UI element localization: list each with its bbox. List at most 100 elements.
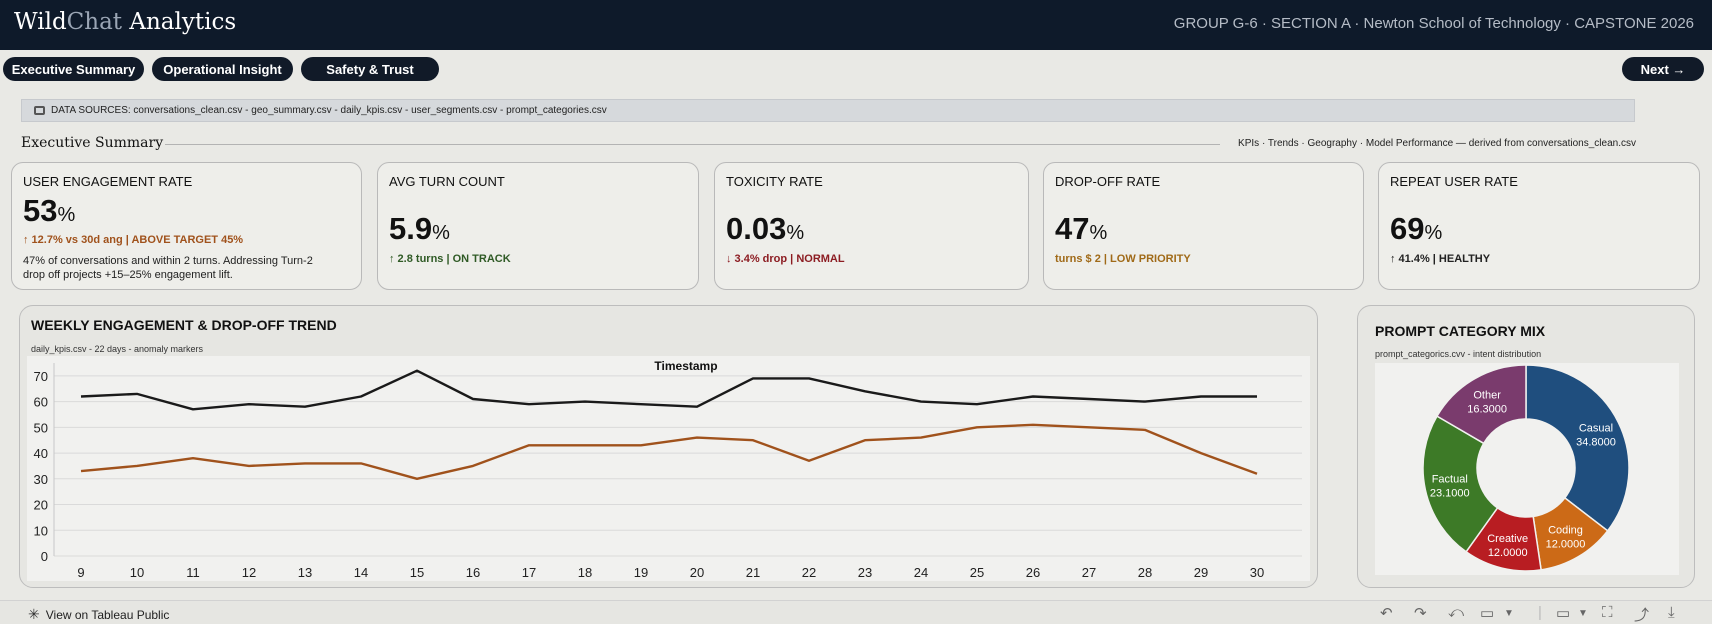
- x-tick-label: 9: [77, 565, 84, 580]
- kpi-description: 47% of conversations and within 2 turns.…: [23, 255, 313, 281]
- kpi-number: 69: [1390, 211, 1425, 246]
- y-tick-label: 50: [34, 420, 48, 435]
- slice-value: 16.3000: [1467, 403, 1507, 415]
- slice-value: 12.0000: [1488, 547, 1528, 559]
- pie-slice-factual: [1422, 415, 1499, 553]
- trend-panel-subtitle: daily_kpis.csv - 22 days - anomaly marke…: [31, 344, 204, 354]
- section-title: Executive Summary: [21, 135, 164, 151]
- tab-safety-trust[interactable]: Safety & Trust: [301, 57, 439, 81]
- x-tick-label: 28: [1138, 565, 1152, 580]
- slice-value: 12.0000: [1546, 538, 1586, 550]
- y-tick-label: 60: [34, 395, 48, 410]
- trend-plot-area: [27, 356, 1310, 581]
- y-tick-label: 20: [34, 498, 48, 513]
- kpi-unit: %: [57, 204, 76, 226]
- slice-value: 23.1000: [1430, 487, 1470, 499]
- slice-label: Other: [1473, 389, 1501, 401]
- kpi-number: 5.9: [389, 211, 433, 246]
- kpi-title: AVG TURN COUNT: [389, 174, 505, 189]
- revert-icon[interactable]: ⤺: [1448, 604, 1465, 621]
- trend-panel-title: WEEKLY ENGAGEMENT & DROP-OFF TREND: [31, 317, 337, 333]
- header-meta: GROUP G-6 · SECTION A · Newton School of…: [1173, 15, 1694, 32]
- footer-toolbar: ✳ View on Tableau Public ↶ ↷ ⤺ ▭ ▼ | ▭ ▼…: [0, 600, 1712, 624]
- y-tick-label: 70: [34, 369, 48, 384]
- kpi-value: 69%: [1390, 211, 1442, 247]
- category-panel-title: PROMPT CATEGORY MIX: [1375, 323, 1546, 339]
- x-tick-label: 10: [130, 565, 144, 580]
- present-dropdown-icon[interactable]: ▼: [1578, 608, 1588, 619]
- x-tick-label: 15: [410, 565, 424, 580]
- kpi-value: 0.03%: [726, 211, 804, 247]
- pause-icon[interactable]: ▭: [1480, 605, 1495, 622]
- kpi-card-toxicity-rate: TOXICITY RATE 0.03% ↓ 3.4% drop | NORMAL: [714, 162, 1029, 290]
- kpi-delta: ↓ 3.4% drop | NORMAL: [726, 253, 845, 265]
- x-tick-label: 30: [1250, 565, 1264, 580]
- kpi-unit: %: [786, 222, 805, 244]
- share-icon[interactable]: ⤴: [1634, 607, 1650, 624]
- pie-slice-casual: [1525, 364, 1630, 532]
- x-tick-label: 25: [970, 565, 984, 580]
- y-tick-label: 30: [34, 472, 48, 487]
- category-donut-chart: Casual 34.8000 Coding 12.0000 Creative 12.000…: [1422, 364, 1630, 572]
- kpi-title: TOXICITY RATE: [726, 174, 823, 189]
- database-icon: [34, 106, 45, 115]
- kpi-value: 53%: [23, 193, 75, 229]
- download-icon[interactable]: ⤓: [1668, 604, 1675, 621]
- data-sources-text: DATA SOURCES: conversations_clean.csv - …: [51, 105, 607, 116]
- slice-label: Creative: [1487, 533, 1528, 545]
- x-tick-label: 26: [1026, 565, 1040, 580]
- brand-wild: Wild: [14, 9, 67, 35]
- kpi-number: 53: [23, 193, 58, 228]
- kpi-delta: ↑ 12.7% vs 30d ang | ABOVE TARGET 45%: [23, 234, 244, 246]
- tab-operational-insight[interactable]: Operational Insight: [152, 57, 293, 81]
- chart-title: Timestamp: [654, 359, 717, 373]
- present-icon[interactable]: ▭: [1556, 605, 1571, 622]
- x-tick-label: 27: [1082, 565, 1096, 580]
- slice-label: Casual: [1579, 423, 1613, 435]
- y-tick-label: 40: [34, 446, 48, 461]
- brand-chat: Chat: [66, 9, 123, 35]
- tab-executive-summary[interactable]: Executive Summary: [3, 57, 144, 81]
- section-subtitle: KPIs · Trends · Geography · Model Perfor…: [1238, 138, 1636, 149]
- kpi-value: 5.9%: [389, 211, 450, 247]
- kpi-value: 47%: [1055, 211, 1107, 247]
- kpi-title: USER ENGAGEMENT RATE: [23, 174, 193, 189]
- kpi-card-drop-off-rate: DROP-OFF RATE 47% turns $ 2 | LOW PRIORI…: [1043, 162, 1364, 290]
- kpi-card-repeat-user-rate: REPEAT USER RATE 69% ↑ 41.4% | HEALTHY: [1378, 162, 1700, 290]
- toolbar-separator: |: [1538, 604, 1542, 621]
- kpi-delta: turns $ 2 | LOW PRIORITY: [1055, 253, 1191, 265]
- tableau-public-label: View on Tableau Public: [45, 607, 170, 622]
- x-tick-label: 12: [242, 565, 256, 580]
- undo-icon[interactable]: ↶: [1380, 605, 1393, 622]
- app-brand: WildChat Analytics: [14, 9, 236, 35]
- dropdown-icon[interactable]: ▼: [1504, 608, 1514, 619]
- kpi-title: REPEAT USER RATE: [1390, 174, 1518, 189]
- pie-slice-other: [1435, 364, 1527, 445]
- tableau-icon: ✳: [28, 606, 40, 622]
- redo-icon[interactable]: ↷: [1414, 605, 1427, 622]
- kpi-number: 0.03: [726, 211, 787, 246]
- trend-panel: WEEKLY ENGAGEMENT & DROP-OFF TREND daily…: [19, 305, 1318, 588]
- x-tick-label: 16: [466, 565, 480, 580]
- x-tick-label: 13: [298, 565, 312, 580]
- trend-line-chart: Timestamp 0 10 20 30 40 50 60 70 9 10 11 12 13 14 15 16 1…: [34, 359, 1302, 580]
- fullscreen-icon[interactable]: ⛶: [1602, 604, 1613, 621]
- kpi-unit: %: [1089, 222, 1108, 244]
- y-tick-label: 10: [34, 523, 48, 538]
- series-line-1: [80, 423, 1258, 481]
- tableau-public-link[interactable]: ✳ View on Tableau Public: [28, 606, 169, 623]
- x-tick-label: 14: [354, 565, 368, 580]
- x-tick-label: 17: [522, 565, 536, 580]
- data-sources-bar: DATA SOURCES: conversations_clean.csv - …: [21, 99, 1635, 122]
- x-tick-label: 20: [690, 565, 704, 580]
- slice-label: Coding: [1548, 524, 1583, 536]
- kpi-delta: ↑ 2.8 turns | ON TRACK: [389, 253, 511, 265]
- kpi-unit: %: [432, 222, 450, 244]
- next-button[interactable]: Next →: [1622, 57, 1704, 81]
- brand-analytics: Analytics: [122, 9, 237, 35]
- kpi-title: DROP-OFF RATE: [1055, 174, 1161, 189]
- y-tick-label: 0: [41, 549, 48, 564]
- section-divider: [165, 144, 1220, 145]
- x-tick-label: 24: [914, 565, 928, 580]
- x-tick-label: 29: [1194, 565, 1208, 580]
